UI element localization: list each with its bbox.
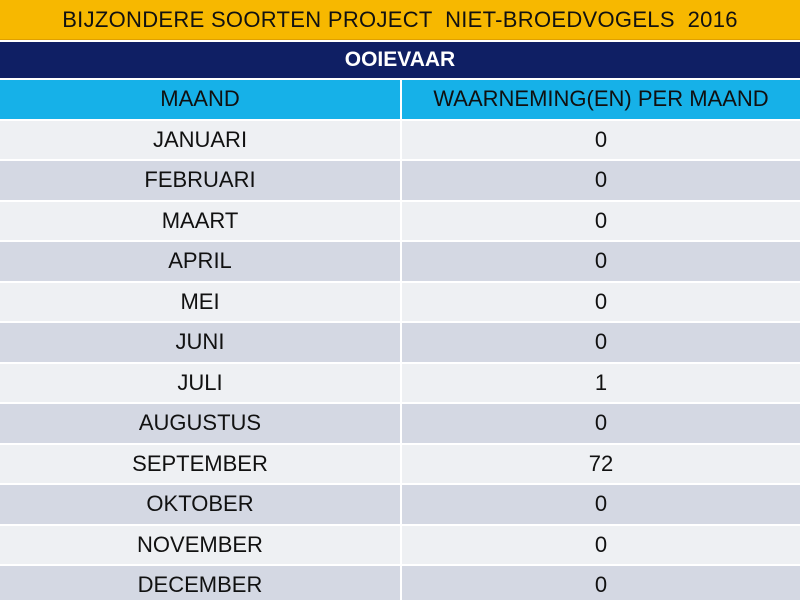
count-cell: 0 (594, 572, 608, 598)
table-row: JANUARI 0 (0, 120, 800, 161)
month-cell: FEBRUARI (0, 161, 402, 200)
month-cell: JULI (0, 363, 402, 402)
month-cell: DECEMBER (0, 566, 402, 600)
count-cell: 72 (588, 450, 614, 476)
table-row: OKTOBER 0 (0, 485, 800, 526)
table-row: FEBRUARI 0 (0, 161, 800, 202)
table-row: SEPTEMBER 72 (0, 444, 800, 485)
table-row: MAART 0 (0, 201, 800, 242)
count-cell: 0 (594, 491, 608, 517)
table-header-row: MAAND WAARNEMING(EN) PER MAAND (0, 80, 800, 121)
count-cell: 0 (594, 248, 608, 274)
header-month: MAAND (0, 80, 402, 119)
month-cell: JUNI (0, 323, 402, 362)
table-row: JULI 1 (0, 363, 800, 404)
table-row: DECEMBER 0 (0, 566, 800, 600)
table-row: JUNI 0 (0, 323, 800, 364)
table-row: APRIL 0 (0, 242, 800, 283)
month-cell: MAART (0, 201, 402, 240)
table-row: MEI 0 (0, 282, 800, 323)
count-cell: 0 (594, 126, 608, 152)
table-row: NOVEMBER 0 (0, 525, 800, 566)
count-cell: 0 (594, 167, 608, 193)
count-cell: 0 (594, 410, 608, 436)
page-title: BIJZONDERE SOORTEN PROJECT NIET-BROEDVOG… (62, 6, 738, 32)
month-cell: AUGUSTUS (0, 404, 402, 443)
count-cell: 1 (594, 369, 608, 395)
month-cell: OKTOBER (0, 485, 402, 524)
month-cell: SEPTEMBER (0, 444, 402, 483)
count-cell: 0 (594, 531, 608, 557)
count-cell: 0 (594, 329, 608, 355)
month-cell: MEI (0, 282, 402, 321)
species-bar: OOIEVAAR (0, 40, 800, 80)
month-cell: APRIL (0, 242, 402, 281)
count-cell: 0 (594, 207, 608, 233)
month-cell: JANUARI (0, 120, 402, 159)
month-cell: NOVEMBER (0, 525, 402, 564)
header-count: WAARNEMING(EN) PER MAAND (433, 86, 769, 112)
observations-table: MAAND WAARNEMING(EN) PER MAAND JANUARI 0… (0, 80, 800, 600)
species-title: OOIEVAAR (344, 48, 456, 71)
title-bar: BIJZONDERE SOORTEN PROJECT NIET-BROEDVOG… (0, 0, 800, 40)
count-cell: 0 (594, 288, 608, 314)
table-row: AUGUSTUS 0 (0, 404, 800, 445)
